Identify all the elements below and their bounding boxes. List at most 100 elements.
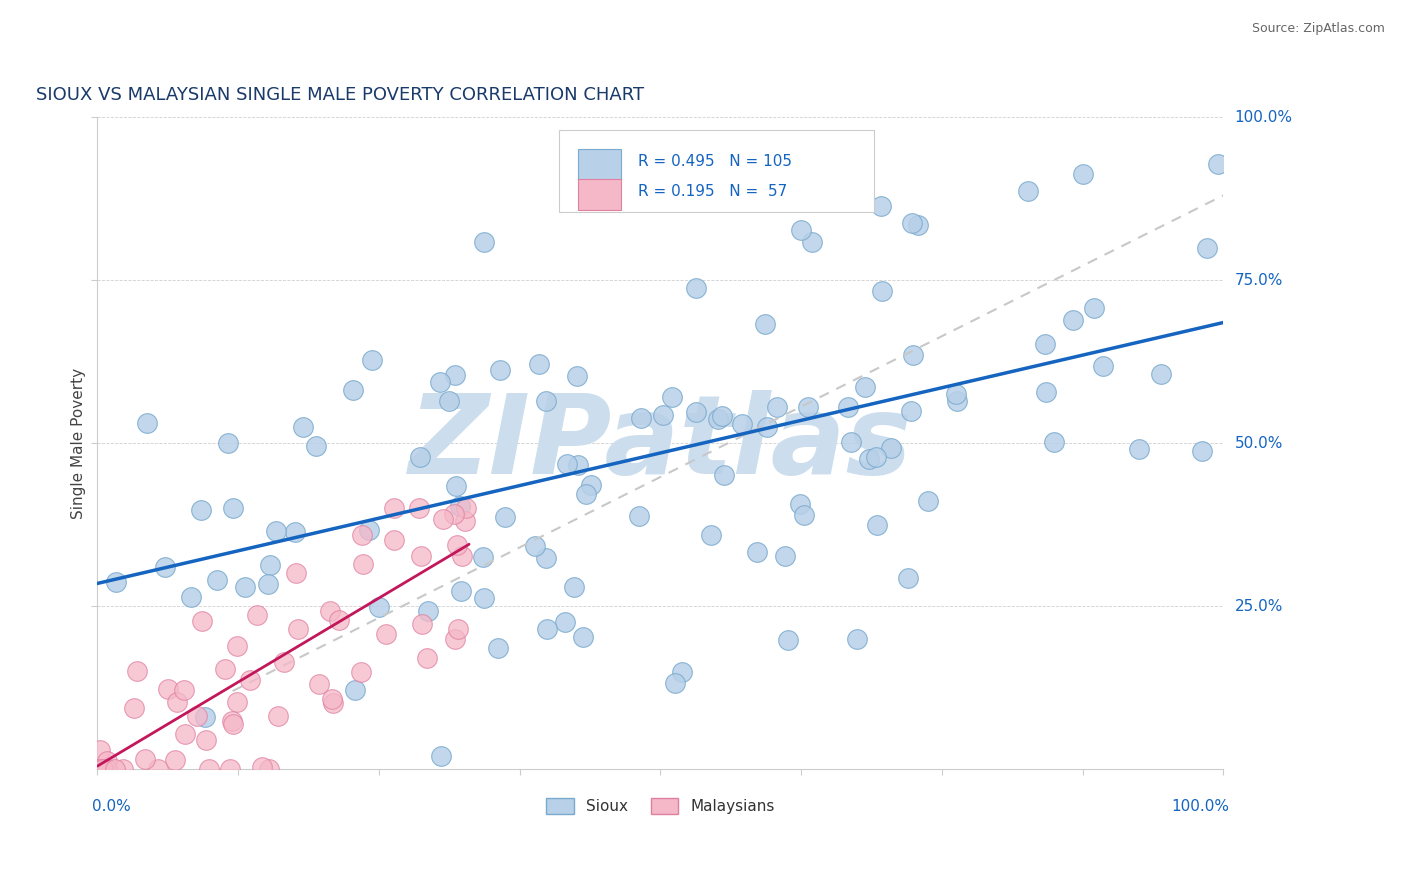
Point [700, 528, 723, 542]
Point [853, 380, 876, 394]
Point [180, 591, 202, 605]
Point [186, 709, 208, 723]
Text: 0.0%: 0.0% [91, 798, 131, 814]
Point [1035, 384, 1057, 399]
Text: 50.0%: 50.0% [1234, 435, 1282, 450]
Point [111, 762, 134, 776]
Point [217, 435, 239, 450]
Point [408, 501, 430, 516]
Point [368, 599, 391, 614]
Point [575, 487, 598, 501]
Point [429, 375, 451, 389]
Point [125, 664, 148, 678]
Point [93, 762, 115, 776]
Point [869, 198, 891, 212]
Point [755, 420, 778, 434]
Point [472, 591, 495, 605]
Point [554, 615, 576, 629]
Point [198, 762, 221, 776]
Point [685, 405, 707, 419]
Point [214, 662, 236, 676]
FancyBboxPatch shape [578, 179, 621, 211]
Point [664, 675, 686, 690]
Point [190, 502, 212, 516]
Point [437, 393, 460, 408]
Point [96, 762, 118, 776]
Point [837, 400, 859, 414]
Point [96, 754, 118, 768]
Point [1071, 167, 1094, 181]
Point [194, 710, 217, 724]
Point [222, 717, 245, 731]
FancyBboxPatch shape [578, 149, 621, 180]
Point [793, 508, 815, 522]
Point [104, 575, 127, 590]
Point [565, 368, 588, 383]
Point [536, 622, 558, 636]
Point [731, 417, 754, 431]
Point [305, 439, 328, 453]
Point [747, 544, 769, 558]
Point [945, 386, 967, 401]
Point [754, 317, 776, 331]
Legend: Sioux, Malaysians: Sioux, Malaysians [540, 792, 780, 821]
Point [765, 401, 787, 415]
Point [900, 403, 922, 417]
Point [418, 604, 440, 618]
Point [527, 357, 550, 371]
Point [454, 514, 477, 528]
Point [446, 479, 468, 493]
Point [1092, 359, 1115, 373]
Point [273, 655, 295, 669]
Point [581, 477, 603, 491]
Point [259, 558, 281, 573]
Point [1033, 337, 1056, 351]
Point [1191, 443, 1213, 458]
Point [858, 452, 880, 467]
Point [225, 695, 247, 709]
Point [222, 501, 245, 516]
Point [651, 409, 673, 423]
Point [472, 550, 495, 565]
Point [776, 632, 799, 647]
Point [252, 760, 274, 774]
Point [225, 639, 247, 653]
Point [432, 512, 454, 526]
Point [350, 528, 373, 542]
Point [534, 393, 557, 408]
Point [661, 390, 683, 404]
Point [1149, 367, 1171, 381]
Point [191, 614, 214, 628]
Point [846, 632, 869, 646]
Text: 100.0%: 100.0% [1234, 110, 1292, 125]
Point [321, 692, 343, 706]
Point [246, 607, 269, 622]
Point [1043, 435, 1066, 450]
Point [350, 665, 373, 679]
Point [865, 450, 887, 464]
Point [328, 613, 350, 627]
Point [287, 623, 309, 637]
Point [946, 393, 969, 408]
Point [790, 223, 813, 237]
Point [429, 749, 451, 764]
Point [157, 681, 180, 696]
Point [643, 178, 665, 192]
Point [472, 235, 495, 249]
Point [671, 665, 693, 679]
Point [416, 651, 439, 665]
Text: 100.0%: 100.0% [1171, 798, 1229, 814]
Point [266, 708, 288, 723]
Point [713, 467, 735, 482]
Point [103, 762, 125, 776]
Point [562, 580, 585, 594]
Point [917, 494, 939, 508]
Point [897, 571, 920, 585]
Point [1083, 301, 1105, 315]
Point [122, 700, 145, 714]
Point [907, 218, 929, 232]
Point [352, 557, 374, 571]
Point [443, 508, 465, 522]
Point [627, 508, 650, 523]
Point [89, 743, 111, 757]
